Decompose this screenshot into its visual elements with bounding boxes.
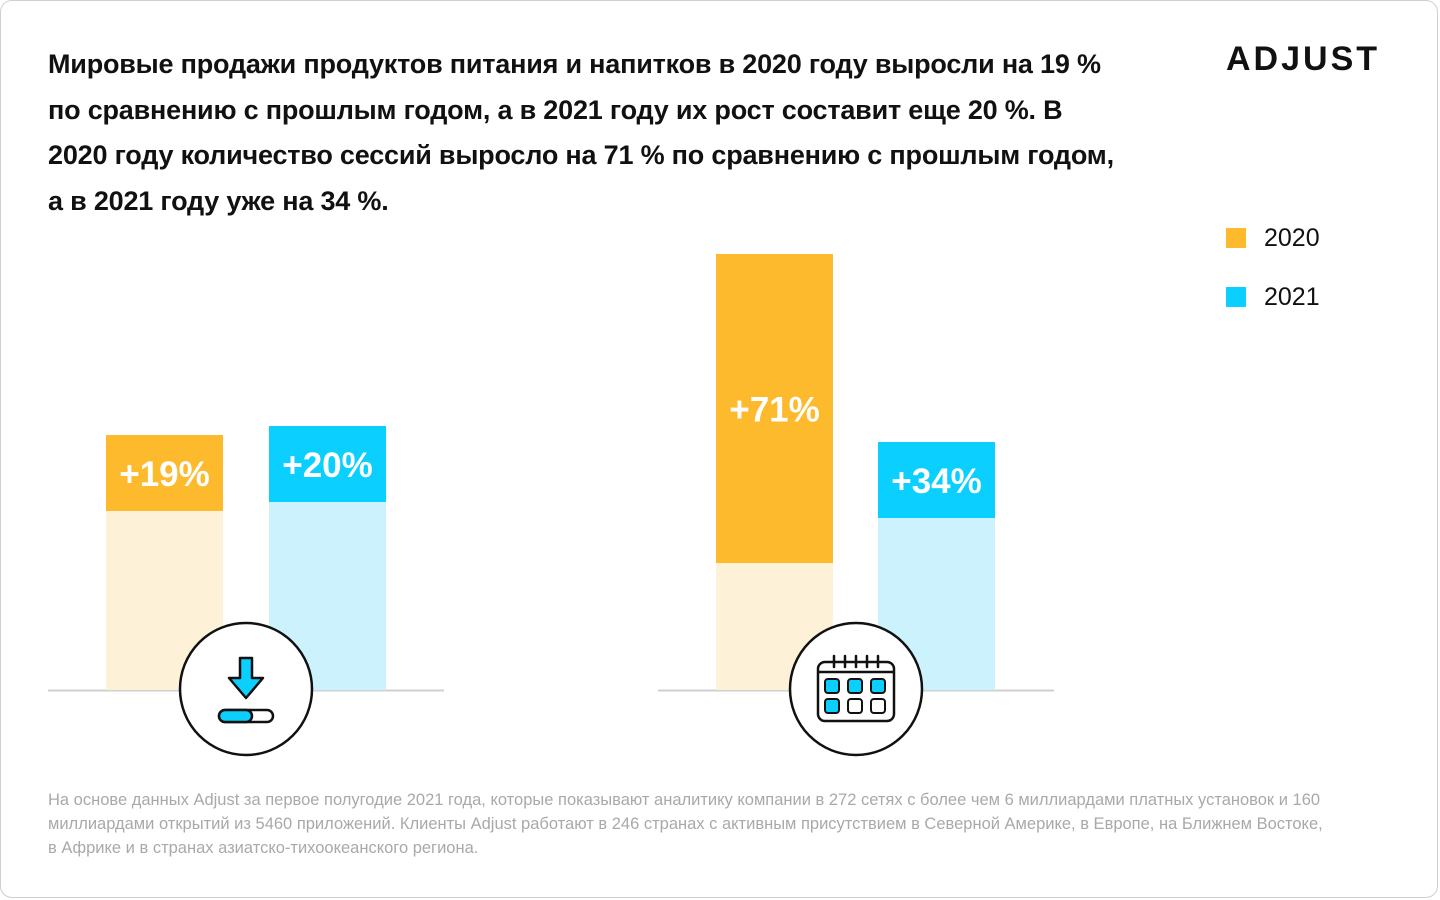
- footnote: На основе данных Adjust за первое полуго…: [48, 791, 1323, 857]
- calendar-cell: [847, 678, 863, 694]
- calendar-cell: [870, 698, 886, 714]
- legend: 2020 2021: [1226, 220, 1320, 338]
- legend-item-2021: 2021: [1226, 279, 1320, 315]
- data-label-2021: +20%: [282, 446, 373, 485]
- legend-item-2020: 2020: [1226, 220, 1320, 256]
- data-label-2020: +71%: [729, 391, 820, 430]
- adjust-logo: ADJUST: [1226, 40, 1381, 78]
- legend-swatch-2020: [1226, 228, 1246, 248]
- headline: Мировые продажи продуктов питания и напи…: [48, 49, 1114, 216]
- bar-top-2021: [269, 426, 386, 502]
- progress-fill: [217, 708, 254, 724]
- data-label-2021: +34%: [891, 462, 982, 501]
- calendar-cell: [824, 698, 840, 714]
- download-icon: [227, 656, 265, 700]
- calendar-cell: [870, 678, 886, 694]
- bar-top-2020: [716, 254, 833, 563]
- bar-top-2021: [878, 442, 995, 518]
- calendar-cell: [847, 698, 863, 714]
- data-label-2020: +19%: [119, 455, 210, 494]
- calendar-cell: [824, 678, 840, 694]
- legend-swatch-2021: [1226, 287, 1246, 307]
- bar-top-2020: [106, 435, 223, 511]
- legend-label-2021: 2021: [1264, 282, 1320, 311]
- legend-label-2020: 2020: [1264, 223, 1320, 252]
